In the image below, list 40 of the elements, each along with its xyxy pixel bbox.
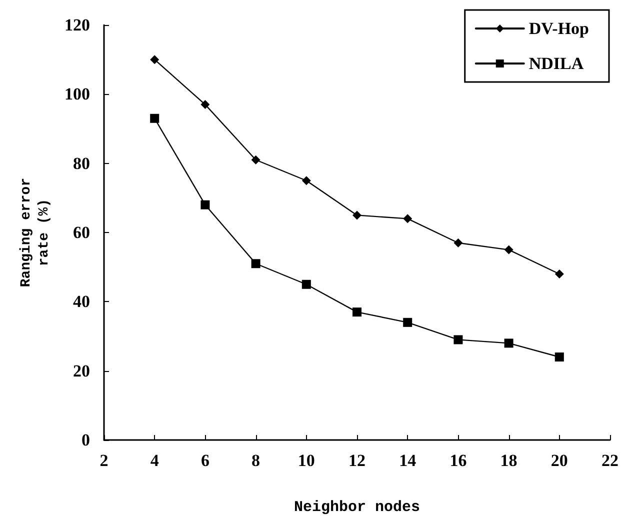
y-tick-label: 60 xyxy=(73,223,90,242)
x-tick-label: 20 xyxy=(550,451,568,470)
x-tick-label: 14 xyxy=(399,451,417,470)
point xyxy=(554,270,564,278)
point xyxy=(352,210,362,220)
x-tick-label: 22 xyxy=(602,451,618,470)
y-tick-label: 20 xyxy=(73,361,90,380)
point xyxy=(150,114,160,123)
x-tick-label: 6 xyxy=(200,451,210,470)
x-tick-label: 18 xyxy=(500,451,518,470)
y-tick-label: 120 xyxy=(64,16,90,34)
x-tick-label: 10 xyxy=(298,451,315,470)
point xyxy=(454,238,463,248)
y-tick-label: 100 xyxy=(64,84,90,104)
point xyxy=(403,214,412,224)
x-tick-label: 2 xyxy=(100,451,108,470)
y-tick-label: 0 xyxy=(82,430,90,450)
legend-label: DV-Hop xyxy=(528,19,590,38)
y-tick-label: 80 xyxy=(73,154,90,173)
point xyxy=(352,308,362,317)
x-tick-label: 8 xyxy=(252,451,260,470)
point xyxy=(302,176,311,186)
point xyxy=(251,259,260,268)
point xyxy=(554,352,564,362)
point xyxy=(302,280,311,289)
point xyxy=(504,245,514,254)
point xyxy=(251,155,260,164)
point xyxy=(403,318,412,327)
point xyxy=(454,335,463,344)
point xyxy=(200,200,210,210)
point xyxy=(150,55,160,64)
x-tick-label: 4 xyxy=(150,451,160,470)
x-axis-title: Neighbor nodes xyxy=(294,499,420,516)
point xyxy=(200,100,210,110)
x-tick-label: 12 xyxy=(348,451,366,470)
x-tick-label: 16 xyxy=(450,451,467,470)
y-tick-label: 40 xyxy=(73,292,90,312)
y-axis-title: Ranging error rate (%) xyxy=(18,178,53,288)
point xyxy=(504,338,514,348)
legend-label: NDILA xyxy=(528,54,584,73)
